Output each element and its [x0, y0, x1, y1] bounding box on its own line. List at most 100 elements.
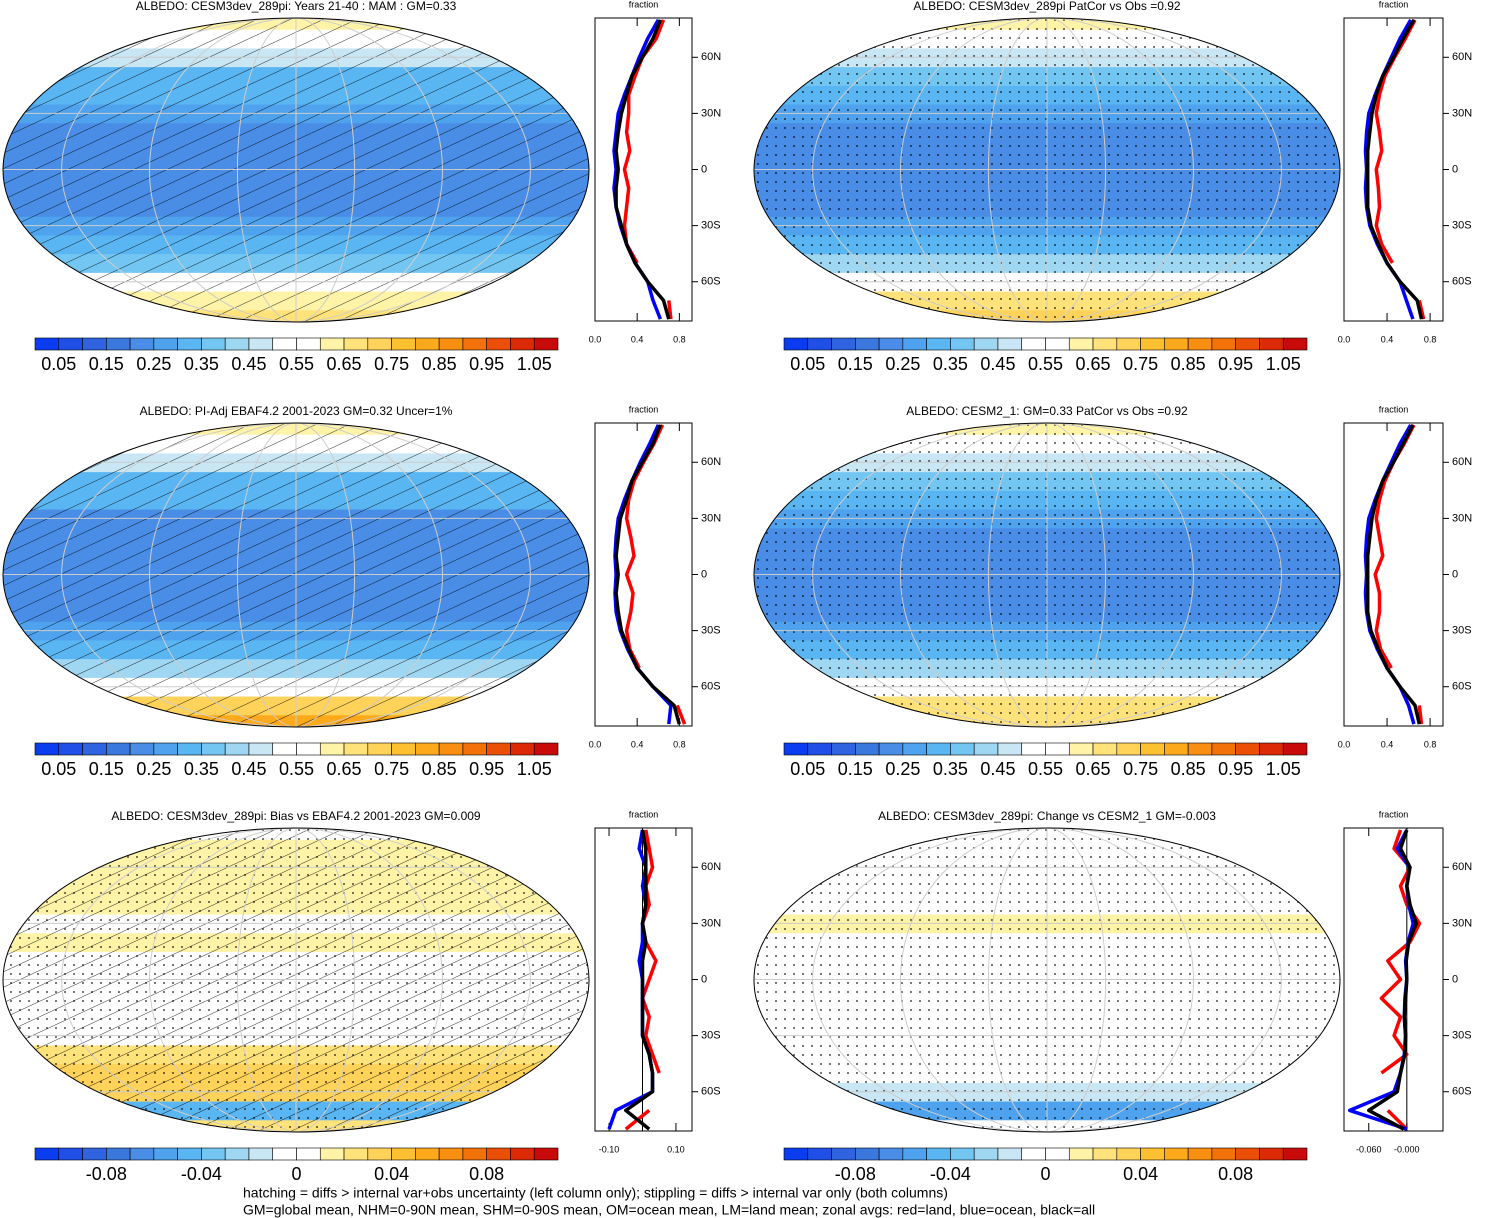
map: [3, 18, 589, 322]
colorbar-box: [807, 337, 832, 351]
colorbar-label: 0.95: [469, 354, 504, 374]
colorbar-label: -0.08: [835, 1164, 876, 1184]
x-tick-label: 0.10: [667, 1144, 685, 1154]
colorbar-label: 0.25: [885, 354, 920, 374]
map: [754, 423, 1340, 727]
colorbar-box: [201, 1147, 226, 1161]
x-tick-label: 0.0: [589, 334, 602, 344]
meridian: [61, 828, 531, 1132]
colorbar-box: [296, 1147, 321, 1161]
colorbar-label: 1.05: [1266, 354, 1301, 374]
colorbar-label: 0.65: [1076, 759, 1111, 779]
colorbar-box: [58, 337, 83, 351]
colorbar-box: [391, 742, 416, 756]
x-tick-label: 0.4: [631, 739, 644, 749]
colorbar-box: [1116, 742, 1141, 756]
colorbar-box: [391, 337, 416, 351]
colorbar-box: [438, 1147, 464, 1161]
colorbar-box: [1092, 337, 1118, 351]
colorbar-box: [783, 337, 809, 351]
y-tick-label: 0: [701, 568, 707, 580]
meridian: [236, 18, 356, 322]
colorbar-box: [224, 337, 250, 351]
y-tick-label: 60S: [701, 681, 721, 693]
y-tick-label: 30S: [701, 625, 721, 637]
y-tick-label: 0: [1452, 163, 1458, 175]
colorbar-box: [415, 1147, 440, 1161]
colorbar-label: 1.05: [517, 759, 552, 779]
meridian: [236, 828, 356, 1132]
colorbar-box: [831, 742, 856, 756]
colorbar-label: 1.05: [1266, 759, 1301, 779]
colorbar-label: 0.05: [790, 354, 825, 374]
map-title: ALBEDO: PI-Adj EBAF4.2 2001-2023 GM=0.32…: [140, 404, 453, 418]
colorbar-box: [973, 337, 999, 351]
colorbar-box: [902, 742, 927, 756]
colorbar-box: [367, 337, 392, 351]
y-tick-label: 0: [1452, 973, 1458, 985]
colorbar-box: [319, 742, 345, 756]
plot-frame: [594, 422, 693, 727]
colorbar-box: [343, 1147, 369, 1161]
colorbar-box: [997, 1147, 1023, 1161]
colorbar-label: 0.65: [327, 354, 362, 374]
plot-frame: [1343, 422, 1444, 727]
map-border: [753, 17, 1341, 323]
y-tick-label: 60N: [1452, 861, 1472, 873]
colorbar-box: [296, 337, 321, 351]
colorbar-box: [224, 1147, 250, 1161]
y-tick-label: 30S: [1452, 625, 1472, 637]
colorbar-box: [319, 1147, 345, 1161]
colorbar-box: [248, 742, 274, 756]
colorbar-box: [1211, 337, 1236, 351]
x-axis-label: fraction: [1379, 809, 1409, 819]
map-border: [753, 827, 1341, 1133]
footnote: hatching = diffs > internal var+obs unce…: [243, 1185, 948, 1201]
colorbar-box: [926, 742, 951, 756]
colorbar-box: [1235, 337, 1260, 351]
colorbar-box: [177, 337, 202, 351]
colorbar-box: [129, 337, 155, 351]
colorbar-box: [1282, 337, 1308, 351]
colorbar-box: [1211, 1147, 1236, 1161]
colorbar-box: [1235, 1147, 1260, 1161]
map-border: [2, 827, 590, 1133]
colorbar-label: 0.25: [136, 759, 171, 779]
plot-frame: [1343, 827, 1444, 1132]
plot-frame: [1343, 17, 1444, 322]
colorbar-label: 0.04: [1123, 1164, 1158, 1184]
colorbar-box: [1116, 337, 1141, 351]
x-axis-label: fraction: [1379, 0, 1409, 9]
colorbar-box: [129, 742, 155, 756]
map-title: ALBEDO: CESM3dev_289pi: Years 21-40 : MA…: [136, 0, 457, 13]
colorbar-label: 0.75: [1123, 759, 1158, 779]
colorbar-box: [1164, 337, 1189, 351]
colorbar-box: [533, 337, 559, 351]
x-tick-label: -0.060: [1356, 1144, 1382, 1154]
colorbar-box: [878, 337, 904, 351]
colorbar-label: 0.35: [933, 354, 968, 374]
colorbar-label: 0.05: [790, 759, 825, 779]
y-tick-label: 0: [1452, 568, 1458, 580]
colorbar-box: [1092, 742, 1118, 756]
colorbar-box: [878, 1147, 904, 1161]
x-axis-label: fraction: [629, 809, 659, 819]
colorbar-label: 0.05: [41, 354, 76, 374]
colorbar-box: [438, 337, 464, 351]
colorbar-box: [343, 337, 369, 351]
map-border: [2, 422, 590, 728]
x-tick-label: 0.8: [1424, 739, 1437, 749]
colorbar-label: -0.04: [930, 1164, 971, 1184]
colorbar-box: [855, 337, 880, 351]
colorbar-box: [1259, 742, 1284, 756]
colorbar-box: [82, 337, 107, 351]
colorbar-box: [902, 1147, 927, 1161]
colorbar-box: [58, 742, 83, 756]
colorbar-box: [831, 337, 856, 351]
colorbar-box: [106, 337, 131, 351]
zonal-line: [1367, 829, 1419, 1131]
meridian: [987, 828, 1107, 1132]
colorbar-box: [1045, 337, 1070, 351]
colorbar-box: [950, 742, 975, 756]
colorbar-box: [783, 742, 809, 756]
